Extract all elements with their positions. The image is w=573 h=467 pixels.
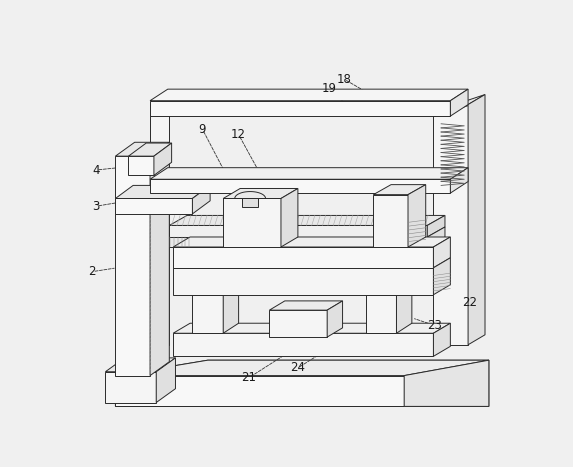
- Polygon shape: [154, 143, 172, 176]
- Polygon shape: [173, 268, 433, 295]
- Polygon shape: [173, 333, 433, 356]
- Polygon shape: [115, 375, 404, 406]
- Polygon shape: [193, 295, 223, 333]
- Polygon shape: [115, 142, 169, 156]
- Polygon shape: [223, 198, 281, 247]
- Polygon shape: [105, 372, 156, 403]
- Polygon shape: [281, 189, 298, 247]
- Polygon shape: [269, 301, 343, 310]
- Polygon shape: [150, 142, 169, 375]
- Polygon shape: [169, 237, 427, 247]
- Polygon shape: [374, 184, 426, 195]
- Polygon shape: [408, 184, 426, 247]
- Polygon shape: [427, 227, 445, 247]
- Polygon shape: [450, 168, 468, 193]
- Text: 18: 18: [337, 73, 351, 85]
- Polygon shape: [169, 226, 427, 237]
- Polygon shape: [327, 301, 343, 337]
- Polygon shape: [433, 237, 450, 268]
- Text: 4: 4: [92, 163, 100, 177]
- Text: 21: 21: [241, 371, 256, 384]
- Polygon shape: [433, 258, 450, 295]
- Text: 9: 9: [199, 123, 206, 136]
- Polygon shape: [115, 198, 193, 214]
- Polygon shape: [427, 215, 445, 237]
- Polygon shape: [223, 285, 238, 333]
- Text: 19: 19: [322, 82, 337, 95]
- Polygon shape: [433, 105, 468, 345]
- Polygon shape: [105, 358, 175, 372]
- Polygon shape: [150, 168, 468, 179]
- Text: 24: 24: [291, 361, 305, 375]
- Polygon shape: [173, 247, 433, 268]
- Polygon shape: [450, 89, 468, 116]
- Polygon shape: [374, 195, 408, 247]
- Polygon shape: [115, 360, 489, 375]
- Polygon shape: [169, 237, 193, 247]
- Polygon shape: [242, 198, 258, 207]
- Polygon shape: [115, 156, 150, 375]
- Polygon shape: [397, 285, 412, 333]
- Polygon shape: [433, 323, 450, 356]
- Polygon shape: [235, 191, 265, 198]
- Polygon shape: [173, 237, 450, 247]
- Text: 2: 2: [89, 265, 96, 278]
- Polygon shape: [468, 94, 485, 345]
- Polygon shape: [169, 215, 445, 226]
- Polygon shape: [128, 143, 172, 156]
- Polygon shape: [150, 101, 450, 116]
- Polygon shape: [223, 189, 298, 198]
- Text: 23: 23: [427, 319, 442, 332]
- Text: 12: 12: [231, 128, 246, 141]
- Polygon shape: [115, 360, 489, 406]
- Polygon shape: [150, 89, 468, 101]
- Polygon shape: [115, 185, 210, 198]
- Polygon shape: [156, 358, 175, 403]
- Polygon shape: [269, 310, 327, 337]
- Text: 3: 3: [92, 200, 100, 212]
- Polygon shape: [433, 94, 485, 116]
- Polygon shape: [150, 179, 450, 193]
- Polygon shape: [128, 156, 154, 176]
- Text: 22: 22: [462, 296, 477, 309]
- Polygon shape: [366, 295, 397, 333]
- Polygon shape: [404, 360, 489, 406]
- Polygon shape: [150, 105, 169, 345]
- Polygon shape: [173, 323, 450, 333]
- Polygon shape: [193, 285, 238, 295]
- Polygon shape: [193, 185, 210, 214]
- Polygon shape: [366, 285, 412, 295]
